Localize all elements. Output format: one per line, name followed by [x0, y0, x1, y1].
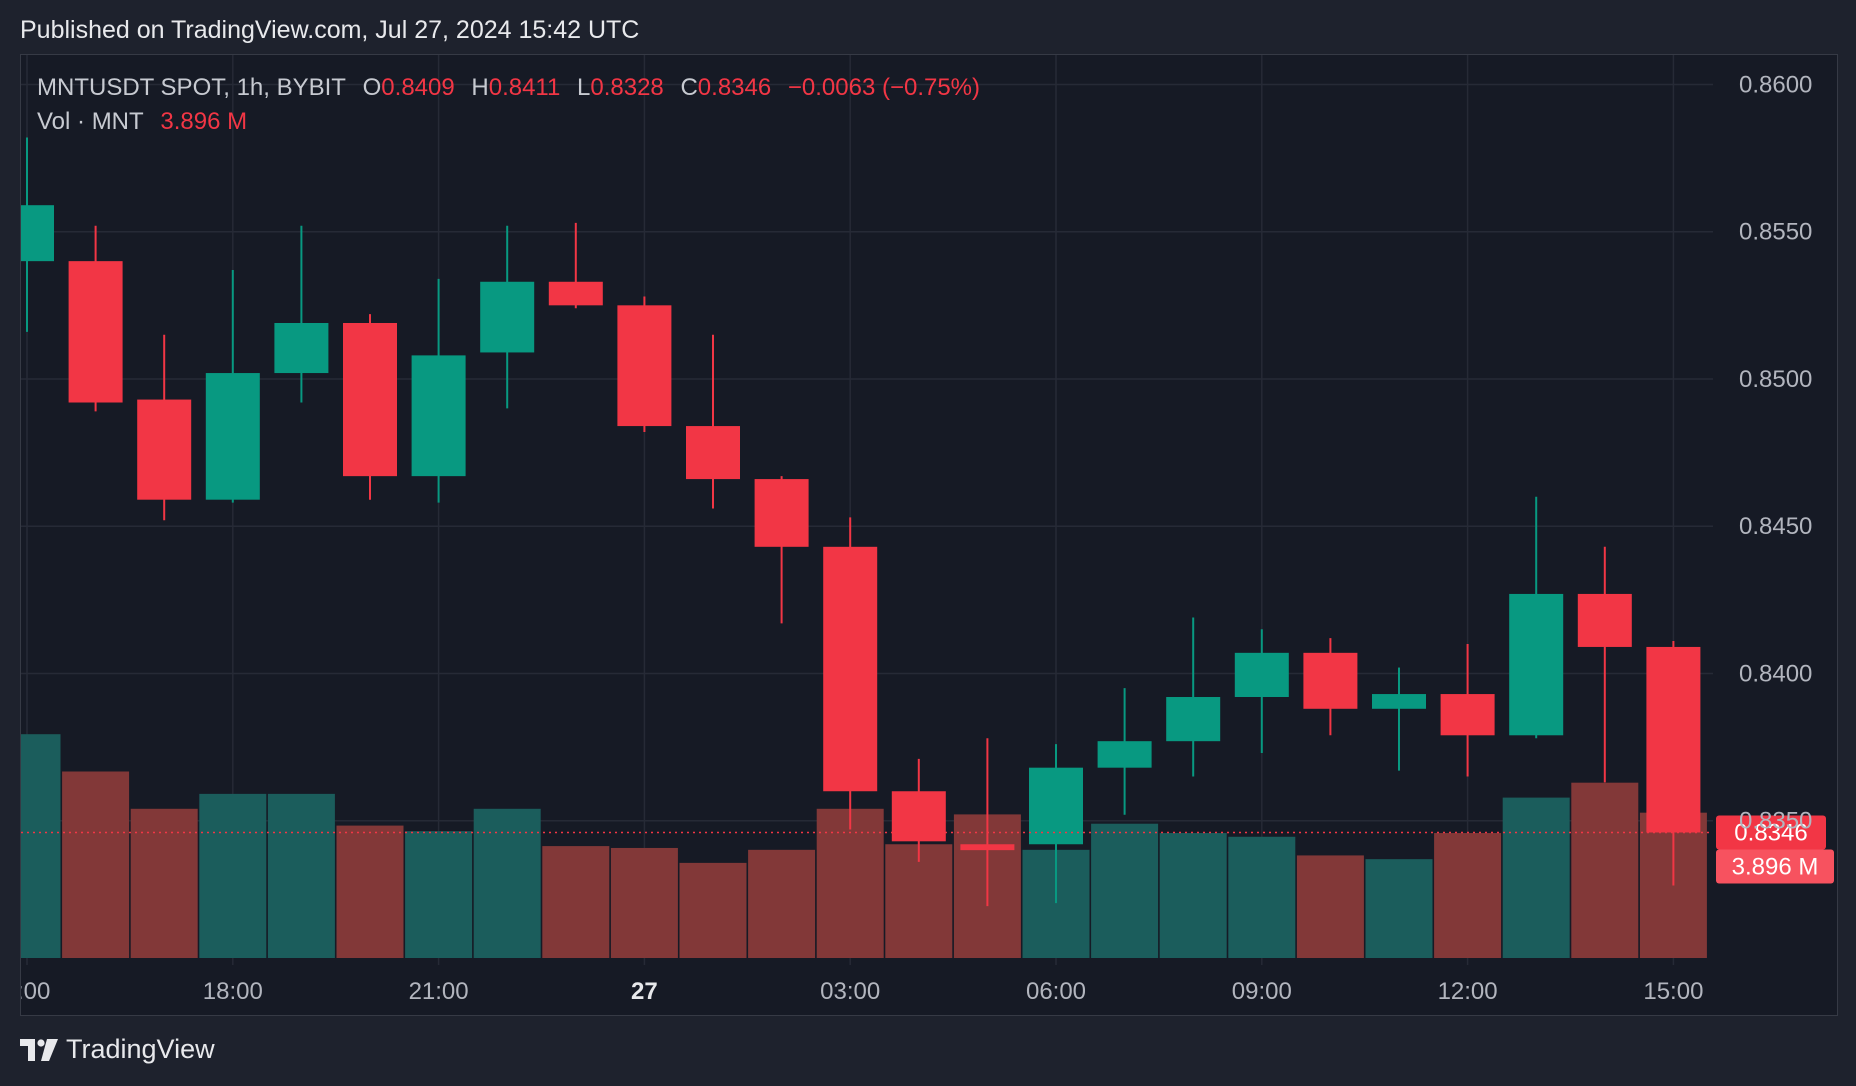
y-tick-label: 0.8500: [1739, 366, 1812, 393]
x-tick-label: 27: [631, 978, 658, 1005]
volume-bar: [1091, 823, 1159, 958]
volume-bar: [130, 808, 198, 958]
volume-value: 3.896 M: [160, 108, 248, 135]
candle-body: [205, 373, 260, 500]
close-label: C: [680, 74, 698, 101]
candle-body: [411, 355, 466, 477]
candle-body: [1440, 694, 1495, 736]
x-tick-label: 06:00: [1026, 978, 1086, 1005]
volume-row: Vol · MNT 3.896 M: [37, 105, 980, 139]
open-label: O: [362, 74, 382, 101]
y-tick-label: 0.8350: [1739, 808, 1812, 835]
volume-bar: [885, 844, 953, 958]
last-price-text: 0.8346: [1734, 819, 1807, 846]
tradingview-logo[interactable]: TradingView: [20, 1034, 215, 1065]
x-tick-label: 03:00: [820, 978, 880, 1005]
volume-tag: [1716, 849, 1834, 884]
volume-label[interactable]: Vol · MNT: [37, 108, 144, 135]
volume-bar: [1296, 855, 1364, 958]
candle-body: [754, 479, 809, 547]
candle-body: [137, 399, 192, 500]
candle-body: [21, 205, 54, 262]
volume-bar: [473, 808, 541, 958]
axes: 0.8600 0.8550 0.8500 0.8450 0.8400 0.8350 :00 1…: [21, 71, 1812, 1005]
volume-bar: [336, 825, 404, 958]
candle-body: [1029, 767, 1083, 845]
open-value: 0.8409: [381, 74, 455, 101]
volume-bar: [1365, 859, 1433, 958]
candle-body: [548, 281, 603, 306]
candle-body: [1646, 646, 1701, 833]
volume-bar: [62, 771, 130, 958]
volume-bar: [405, 831, 473, 958]
volume-bar: [542, 846, 610, 958]
x-tick-label: 12:00: [1438, 978, 1498, 1005]
x-tick-label: :00: [21, 978, 50, 1005]
volume-bar: [610, 847, 678, 958]
chart-legend: MNTUSDT SPOT, 1h, BYBIT O0.8409 H0.8411 …: [37, 71, 980, 139]
volume-bar: [267, 793, 335, 958]
volume-bar: [748, 849, 816, 958]
candle-body: [1577, 593, 1632, 647]
volume-bar: [21, 734, 61, 958]
volume-tag-text: 3.896 M: [1732, 853, 1819, 880]
tradingview-logo-icon: [20, 1038, 58, 1061]
candle-body: [617, 305, 672, 427]
candle-body: [1509, 593, 1564, 736]
candle-body: [1166, 697, 1221, 742]
close-value: 0.8346: [697, 74, 772, 101]
high-value: 0.8411: [488, 74, 561, 101]
change-value: −0.0063 (−0.75%): [787, 74, 981, 101]
volume-bars: [21, 734, 1707, 958]
x-tick-label: 09:00: [1232, 978, 1292, 1005]
candles: [21, 137, 1701, 907]
candle-body: [1097, 741, 1152, 768]
volume-bar: [679, 862, 747, 958]
candle-body: [686, 426, 740, 480]
low-label: L: [577, 74, 591, 101]
candle-body: [68, 261, 123, 403]
x-tick-label: 21:00: [409, 978, 469, 1005]
ohlc-row: MNTUSDT SPOT, 1h, BYBIT O0.8409 H0.8411 …: [37, 71, 980, 105]
y-tick-label: 0.8550: [1739, 219, 1812, 246]
volume-bar: [816, 808, 884, 958]
brand-name: TradingView: [66, 1034, 215, 1064]
candle-body: [1372, 694, 1426, 709]
candle-body: [891, 791, 946, 842]
y-tick-label: 0.8450: [1739, 513, 1812, 540]
candle-body: [343, 322, 397, 477]
candle-body: [1303, 652, 1358, 709]
published-caption: Published on TradingView.com, Jul 27, 20…: [20, 16, 640, 44]
volume-bar: [1571, 782, 1639, 958]
low-value: 0.8328: [590, 74, 664, 101]
chart-pane[interactable]: 0.8346 3.896 M 0.8600 0.8550 0.8500 0.8450 0.…: [20, 54, 1838, 1016]
volume-bar: [1434, 833, 1502, 958]
last-price-line: 0.8346 3.896 M: [21, 815, 1834, 884]
candle-body: [960, 844, 1015, 851]
y-tick-label: 0.8400: [1739, 660, 1812, 687]
symbol-label[interactable]: MNTUSDT SPOT, 1h, BYBIT: [37, 74, 346, 101]
high-label: H: [471, 74, 489, 101]
last-price-tag: [1716, 815, 1826, 850]
volume-bar: [1502, 797, 1570, 958]
x-tick-label: 18:00: [203, 978, 263, 1005]
volume-bar: [1159, 833, 1227, 958]
y-tick-label: 0.8600: [1739, 71, 1812, 98]
x-tick-label: 15:00: [1643, 978, 1703, 1005]
candle-body: [480, 281, 535, 353]
volume-bar: [199, 793, 267, 958]
candle-body: [1234, 652, 1289, 698]
candle-body: [823, 546, 878, 792]
volume-bar: [1228, 836, 1296, 958]
candle-body: [274, 322, 329, 374]
